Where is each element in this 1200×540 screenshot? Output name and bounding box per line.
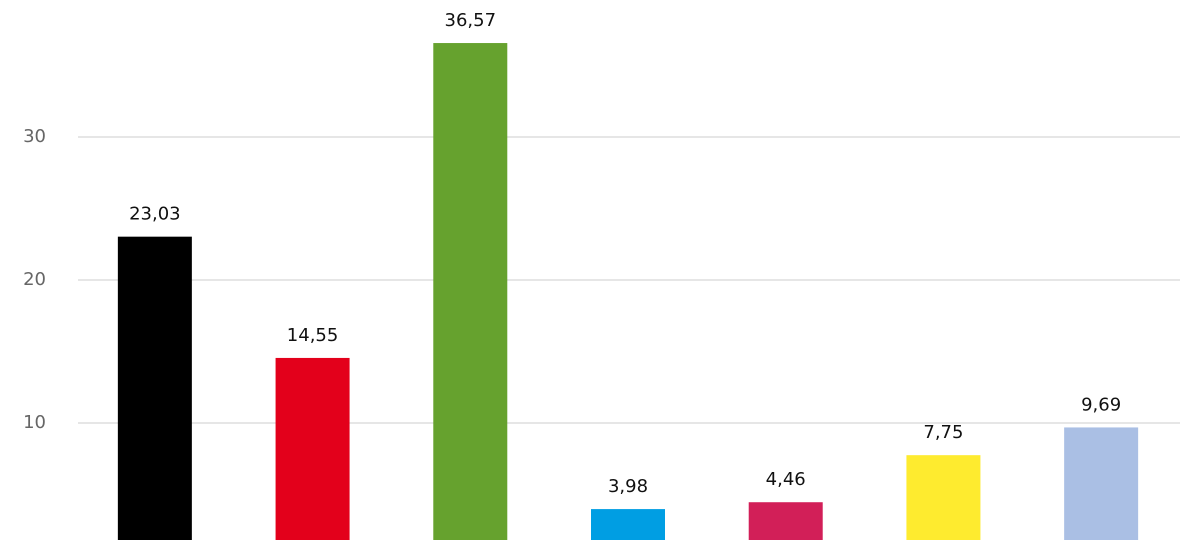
bar xyxy=(748,502,823,540)
value-label: 36,57 xyxy=(445,10,497,31)
bar xyxy=(433,43,508,540)
bar xyxy=(1064,427,1139,540)
y-tick-label: 20 xyxy=(23,269,46,290)
y-tick-label: 30 xyxy=(23,126,46,147)
value-label: 4,46 xyxy=(766,469,806,490)
y-tick-label: 40 xyxy=(23,0,46,4)
bar xyxy=(117,236,192,540)
bar xyxy=(275,357,350,540)
value-label: 14,55 xyxy=(287,325,339,346)
bar xyxy=(591,509,665,540)
value-label: 7,75 xyxy=(923,422,963,443)
value-label: 3,98 xyxy=(608,476,648,497)
y-tick-label: 10 xyxy=(23,412,46,433)
value-label: 23,03 xyxy=(129,204,181,225)
value-label: 9,69 xyxy=(1081,394,1121,415)
bar xyxy=(906,455,981,540)
